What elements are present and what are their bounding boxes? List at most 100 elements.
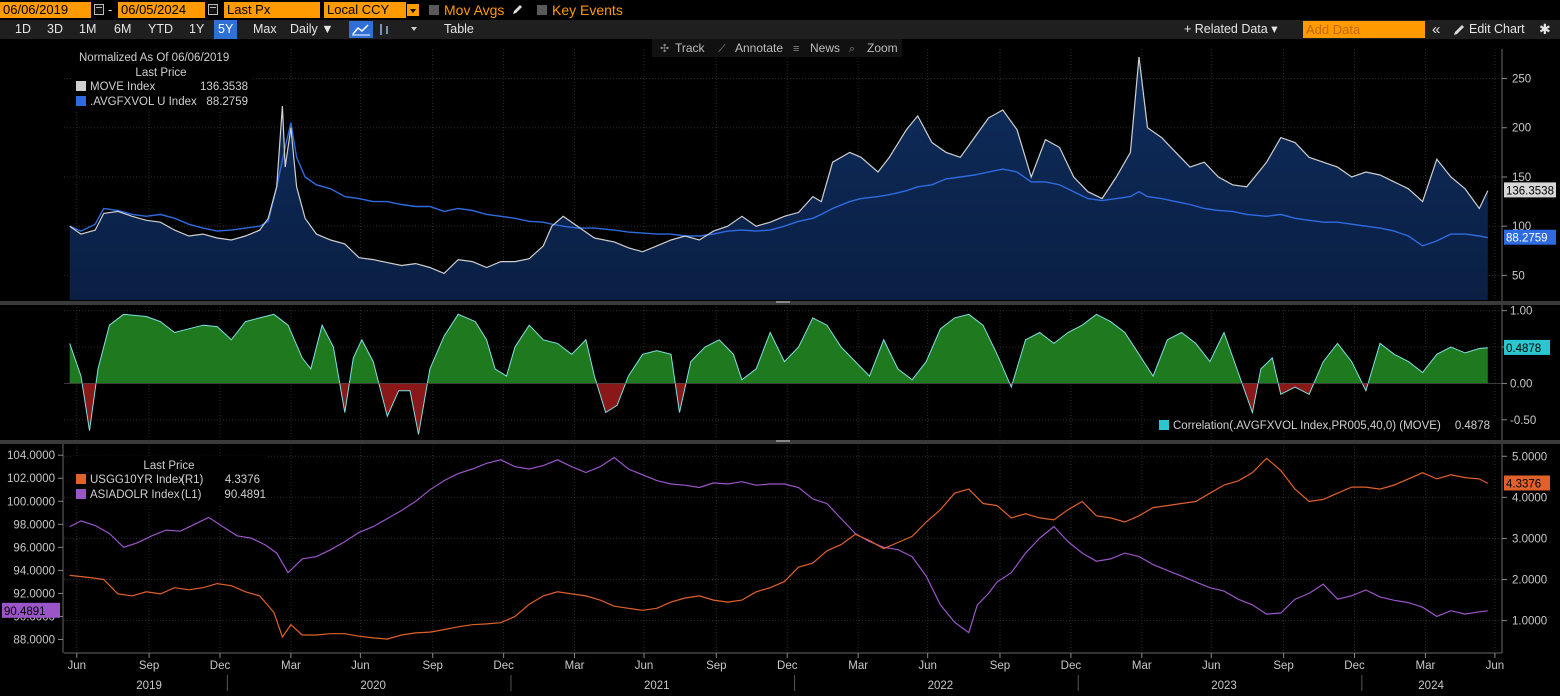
chart-style-dropdown-icon[interactable] — [411, 27, 419, 33]
bottom-legend-background — [72, 456, 268, 504]
bottom-left-y-tick-label: 98.0000 — [13, 519, 55, 531]
x-year-label: 2022 — [928, 680, 954, 692]
correlation-last-tag-text: 0.4878 — [1506, 343, 1541, 355]
fxvol-last-tag-box — [1504, 229, 1556, 245]
key-events-label[interactable]: Key Events — [552, 2, 623, 18]
x-year-label: 2021 — [644, 680, 670, 692]
bottom-left-y-tick-label: 92.0000 — [13, 588, 55, 600]
fxvol-last-tag: 88.2759 — [1504, 229, 1556, 245]
x-month-label: Sep — [139, 660, 159, 672]
move-area — [69, 56, 1488, 301]
bottom-right-y-tick-label: 3.0000 — [1512, 533, 1547, 545]
mid-y-tick-label: -0.50 — [1510, 415, 1536, 427]
bar-chart-style-icon[interactable] — [377, 22, 393, 37]
top-y-tick-label: 50 — [1512, 270, 1525, 282]
range-5y[interactable]: 5Y — [214, 20, 238, 39]
range-toolbar: 1D 3D 1M 6M YTD 1Y 5Y Max Daily ▼ Table … — [0, 20, 1560, 39]
x-month-label: Dec — [210, 660, 231, 672]
range-ytd[interactable]: YTD — [148, 22, 173, 36]
annotate-tool[interactable]: ⟋ Annotate — [718, 41, 783, 55]
news-label[interactable]: News — [810, 41, 840, 55]
track-tool[interactable]: ✣ Track — [660, 41, 706, 55]
end-calendar-icon[interactable] — [208, 4, 218, 15]
end-date-field[interactable]: 06/05/2024 — [118, 2, 205, 18]
bottom-legend: Last Price USGG10YR Index (R1) 4.3376 AS… — [72, 456, 268, 504]
top-y-tick-label: 150 — [1512, 172, 1531, 184]
middle-panel-series — [64, 313, 1502, 435]
zoom-tool[interactable]: ⌕ Zoom — [849, 41, 898, 55]
chart-canvas[interactable]: 501001502002501.000.500.00-0.50104.00001… — [0, 39, 1560, 696]
usgg10yr-line — [69, 457, 1489, 640]
mov-avgs-checkbox[interactable] — [429, 5, 439, 15]
currency-select[interactable]: Local CCY — [324, 2, 406, 18]
key-events-checkbox[interactable] — [537, 5, 547, 15]
mov-avgs-label[interactable]: Mov Avgs — [444, 2, 505, 18]
x-month-label: Sep — [422, 660, 442, 672]
move-legend-value: 136.3538 — [200, 81, 248, 93]
bottom-left-y-tick-label: 104.0000 — [7, 450, 55, 462]
range-max[interactable]: Max — [253, 22, 277, 36]
mid-y-tick-label: 1.00 — [1510, 306, 1532, 318]
top-legend-background — [73, 48, 253, 112]
asia-last-tag-text: 90.4891 — [4, 606, 46, 618]
asia-legend-value: 90.4891 — [224, 489, 266, 501]
currency-dropdown-icon[interactable] — [407, 4, 419, 16]
track-label[interactable]: Track — [675, 41, 706, 55]
news-tool[interactable]: ≡ News — [793, 41, 840, 55]
edit-chart-button[interactable]: Edit Chart — [1469, 22, 1525, 36]
bottom-left-y-tick-label: 94.0000 — [13, 565, 55, 577]
divider-handle-1[interactable] — [776, 301, 790, 303]
x-month-label: Jun — [918, 660, 937, 672]
zoom-label[interactable]: Zoom — [867, 41, 898, 55]
last-value-tags: 136.3538 88.2759 0.4878 4.3376 90.4891 — [2, 182, 1556, 618]
add-data-input[interactable]: Add Data — [1303, 21, 1425, 38]
bottom-panel-grid — [64, 446, 1502, 651]
x-month-label: Mar — [848, 660, 868, 672]
bottom-right-y-tick-label: 4.0000 — [1512, 492, 1547, 504]
bottom-right-y-tick-label: 1.0000 — [1512, 616, 1547, 628]
top-legend: Normalized As Of 06/06/2019 Last Price M… — [73, 48, 253, 112]
range-1m[interactable]: 1M — [79, 22, 97, 36]
zoom-icon: ⌕ — [849, 43, 855, 55]
edit-chart-pencil-icon[interactable] — [1453, 23, 1466, 36]
line-chart-style-button[interactable] — [349, 21, 373, 38]
divider-handle-2[interactable] — [776, 440, 790, 442]
related-data-button[interactable]: + Related Data ▾ — [1184, 22, 1278, 36]
correlation-negative-area — [69, 383, 1488, 435]
field-select[interactable]: Last Px — [224, 2, 320, 18]
x-month-label: Sep — [706, 660, 726, 672]
move-line — [69, 56, 1489, 275]
bottom-left-y-tick-label: 102.0000 — [7, 473, 55, 485]
table-button[interactable]: Table — [444, 22, 474, 36]
asia-legend-swatch — [76, 489, 86, 499]
range-6m[interactable]: 6M — [114, 22, 132, 36]
x-month-label: Mar — [281, 660, 301, 672]
start-calendar-icon[interactable] — [94, 4, 104, 15]
annotate-label[interactable]: Annotate — [735, 41, 783, 55]
news-icon: ≡ — [793, 43, 799, 55]
collapse-icon[interactable]: « — [1432, 21, 1441, 38]
range-1y[interactable]: 1Y — [189, 22, 205, 36]
x-year-label: 2019 — [136, 680, 162, 692]
asiadolr-line — [69, 456, 1488, 634]
frequency-select[interactable]: Daily ▼ — [290, 22, 334, 36]
x-month-label: Dec — [1344, 660, 1365, 672]
bottom-legend-subheader: Last Price — [143, 460, 194, 472]
x-month-label: Mar — [565, 660, 585, 672]
range-1d[interactable]: 1D — [15, 22, 31, 36]
fxvol-line — [69, 122, 1488, 247]
axes: 501001502002501.000.500.00-0.50104.00001… — [7, 49, 1547, 692]
move-last-tag: 136.3538 — [1504, 182, 1556, 198]
correlation-legend-value: 0.4878 — [1455, 420, 1490, 432]
gear-icon[interactable]: ✱ — [1539, 21, 1551, 37]
start-date-field[interactable]: 06/06/2019 — [0, 2, 91, 18]
pencil-icon[interactable] — [511, 4, 523, 16]
range-3d[interactable]: 3D — [47, 22, 63, 36]
x-month-label: Jun — [635, 660, 654, 672]
fxvol-legend-swatch — [76, 96, 86, 106]
bottom-left-y-tick-label: 88.0000 — [13, 634, 55, 646]
date-separator: - — [108, 2, 113, 17]
fxvol-legend-value: 88.2759 — [206, 96, 248, 108]
x-month-label: Dec — [1061, 660, 1082, 672]
x-year-label: 2023 — [1211, 680, 1237, 692]
